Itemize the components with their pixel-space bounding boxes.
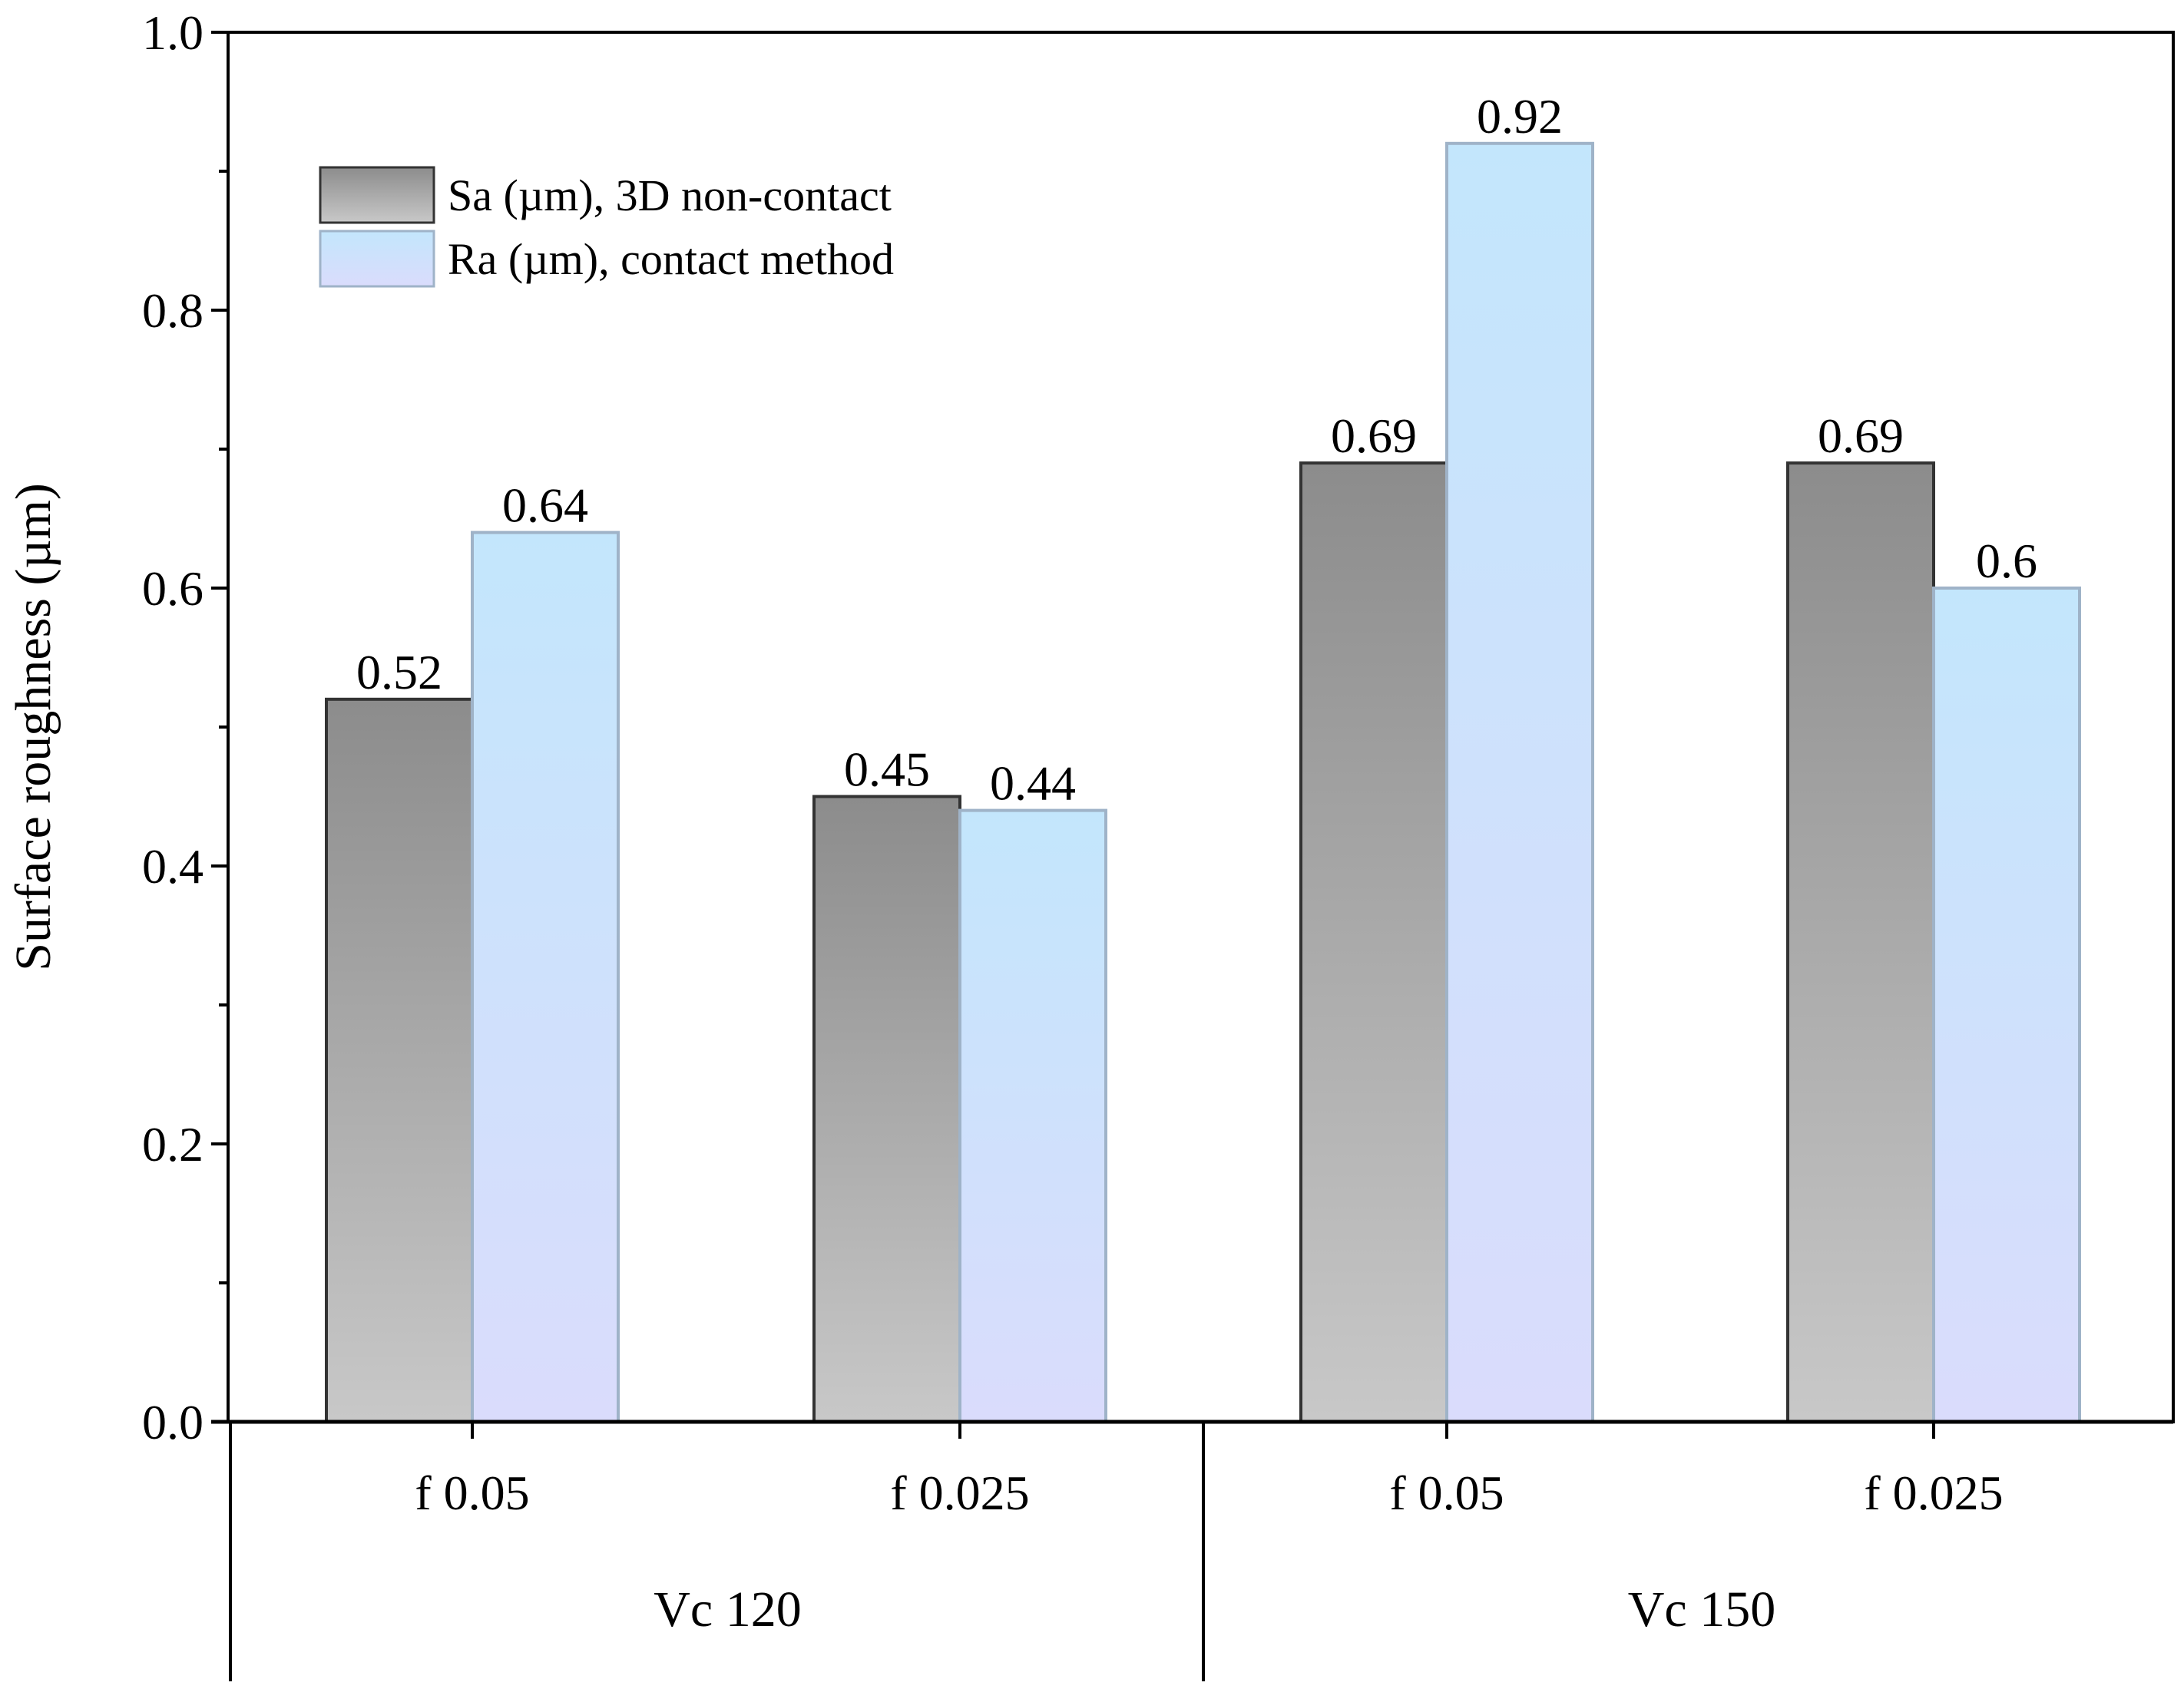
data-label-series-0-cat-3: 0.69 — [1818, 408, 1904, 463]
y-tick-label: 0.8 — [142, 283, 204, 338]
y-tick-label: 0.6 — [142, 561, 204, 616]
y-tick-label: 0.0 — [142, 1395, 204, 1449]
legend-swatch-ra — [319, 230, 435, 288]
data-label-series-0-cat-1: 0.45 — [844, 742, 930, 797]
y-tick-label: 0.2 — [142, 1117, 204, 1172]
legend-label-sa: Sa (µm), 3D non-contact — [448, 170, 892, 220]
data-label-series-1-cat-0: 0.64 — [502, 478, 588, 533]
x-category-label: f 0.025 — [890, 1466, 1029, 1520]
y-tick-label: 0.4 — [142, 839, 204, 894]
legend-swatch-sa — [319, 166, 435, 224]
legend: Sa (µm), 3D non-contact Ra (µm), contact… — [319, 166, 894, 288]
y-tick-label: 1.0 — [142, 5, 204, 60]
data-label-series-0-cat-2: 0.69 — [1331, 408, 1417, 463]
bar-series-0-cat-1 — [812, 795, 961, 1423]
group-label: Vc 150 — [1628, 1582, 1775, 1638]
data-label-series-1-cat-2: 0.92 — [1477, 89, 1563, 144]
x-category-label: f 0.05 — [1389, 1466, 1504, 1520]
x-category-label: f 0.025 — [1864, 1466, 2003, 1520]
bar-series-1-cat-2 — [1445, 141, 1594, 1423]
bar-series-0-cat-0 — [325, 697, 474, 1423]
x-category-label: f 0.05 — [415, 1466, 529, 1520]
bar-series-1-cat-1 — [958, 808, 1107, 1423]
data-labels: 0.52 0.45 0.69 0.69 0.64 0.44 0.92 0.6 — [356, 89, 2037, 811]
bar-series-1-cat-0 — [471, 530, 620, 1423]
data-label-series-0-cat-0: 0.52 — [356, 645, 442, 699]
bar-series-0-cat-2 — [1299, 461, 1448, 1423]
legend-label-ra: Ra (µm), contact method — [448, 234, 894, 284]
y-axis-title: Surface roughness (µm) — [5, 483, 61, 971]
y-axis-ticks: 0.0 0.2 0.4 0.6 0.8 1.0 — [142, 5, 228, 1449]
bar-series-1-cat-3 — [1932, 587, 2081, 1423]
bars-layer — [325, 141, 2081, 1423]
data-label-series-1-cat-3: 0.6 — [1976, 534, 2037, 588]
group-label: Vc 120 — [654, 1582, 801, 1638]
bar-series-0-cat-3 — [1786, 461, 1935, 1423]
x-axis: f 0.05 f 0.025 f 0.05 f 0.025 Vc 120 Vc 150 — [211, 1420, 2173, 1681]
data-label-series-1-cat-1: 0.44 — [990, 756, 1076, 811]
